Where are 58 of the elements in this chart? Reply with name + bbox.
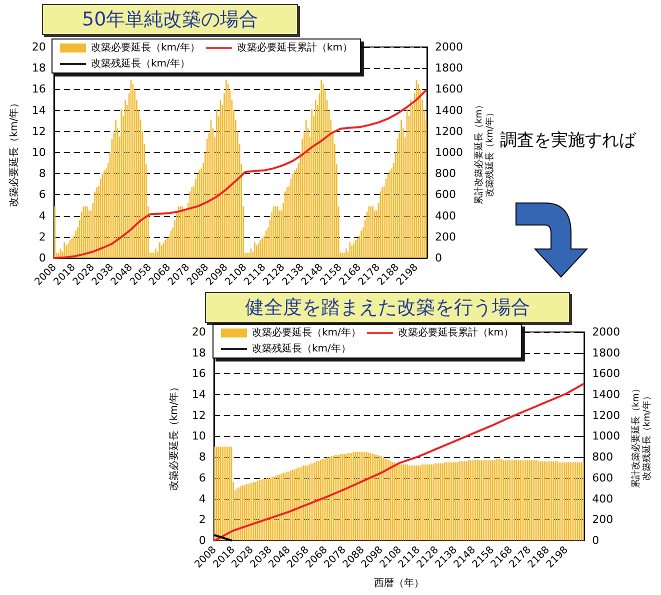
y2-tick-label: 400: [592, 492, 614, 506]
x-axis-title: 西暦（年）: [374, 577, 424, 589]
y-axis-title: 改築必要延長（km/年）: [8, 98, 20, 207]
y2-tick-label: 1600: [592, 367, 620, 380]
y-tick-label: 2: [198, 513, 206, 526]
y2-tick-label: 1200: [435, 124, 463, 138]
y2-tick-label: 0: [592, 534, 600, 547]
y2-tick-label: 0: [435, 252, 442, 264]
y2-tick-label: 1400: [592, 388, 620, 402]
y2-tick-label: 1800: [592, 346, 620, 360]
legend-label: 改築必要延長（km/年）: [252, 326, 361, 338]
y2-tick-label: 1200: [592, 408, 620, 422]
y-tick-label: 8: [198, 450, 206, 464]
y-tick-label: 4: [198, 492, 206, 506]
y2-axis-title: 累計改築必要延長（km）改築残延長（km/年）: [630, 384, 652, 488]
y2-tick-label: 600: [592, 471, 614, 484]
y-tick-label: 18: [32, 62, 46, 75]
y2-tick-label: 1400: [435, 104, 463, 117]
y-tick-label: 12: [192, 408, 206, 422]
legend-label: 改築必要延長累計（km）: [398, 326, 514, 338]
y-tick-label: 18: [192, 346, 206, 360]
y-tick-label: 14: [32, 104, 46, 117]
y2-tick-label: 2000: [435, 40, 463, 54]
y-tick-label: 20: [192, 326, 206, 338]
y-tick-label: 16: [32, 82, 46, 96]
y2-tick-label: 200: [592, 513, 614, 526]
y-tick-label: 8: [38, 167, 46, 180]
y2-tick-label: 2000: [592, 326, 620, 338]
chart-title: 50年単純改築の場合: [82, 8, 258, 30]
y-tick-label: 2: [38, 230, 46, 244]
y-axis-title: 改築必要延長（km/年）: [168, 382, 180, 491]
y2-tick-label: 1000: [435, 146, 463, 159]
y2-tick-label: 1600: [435, 82, 463, 96]
y2-tick-label: 200: [435, 230, 456, 244]
legend-label: 改築必要延長（km/年）: [91, 42, 200, 54]
legend-label: 改築必要延長累計（km）: [236, 42, 352, 54]
y2-tick-label: 1000: [592, 430, 620, 443]
y2-axis-title: 累計改築必要延長（km）改築残延長（km/年）: [473, 100, 496, 204]
y-tick-label: 4: [38, 209, 46, 222]
y-tick-label: 6: [198, 471, 206, 484]
y-tick-label: 0: [38, 252, 46, 264]
y-tick-label: 0: [198, 534, 206, 547]
y2-tick-label: 400: [435, 209, 456, 222]
y-tick-label: 16: [192, 367, 206, 380]
y-tick-label: 10: [32, 146, 46, 159]
y-tick-label: 14: [192, 388, 206, 402]
legend-label: 改築残延長（km/年）: [91, 58, 190, 70]
y-tick-label: 12: [32, 124, 46, 138]
y-tick-label: 10: [192, 430, 206, 443]
y-tick-label: 6: [38, 188, 46, 202]
y2-tick-label: 600: [435, 188, 456, 202]
y2-tick-label: 800: [592, 450, 614, 464]
chart-title: 健全度を踏まえた改築を行う場合: [245, 296, 530, 318]
y2-tick-label: 1800: [435, 62, 463, 75]
y-tick-label: 20: [32, 40, 46, 54]
legend-label: 改築残延長（km/年）: [252, 342, 351, 354]
text: 調査を実施すれば: [500, 130, 637, 150]
y2-tick-label: 800: [435, 167, 456, 180]
